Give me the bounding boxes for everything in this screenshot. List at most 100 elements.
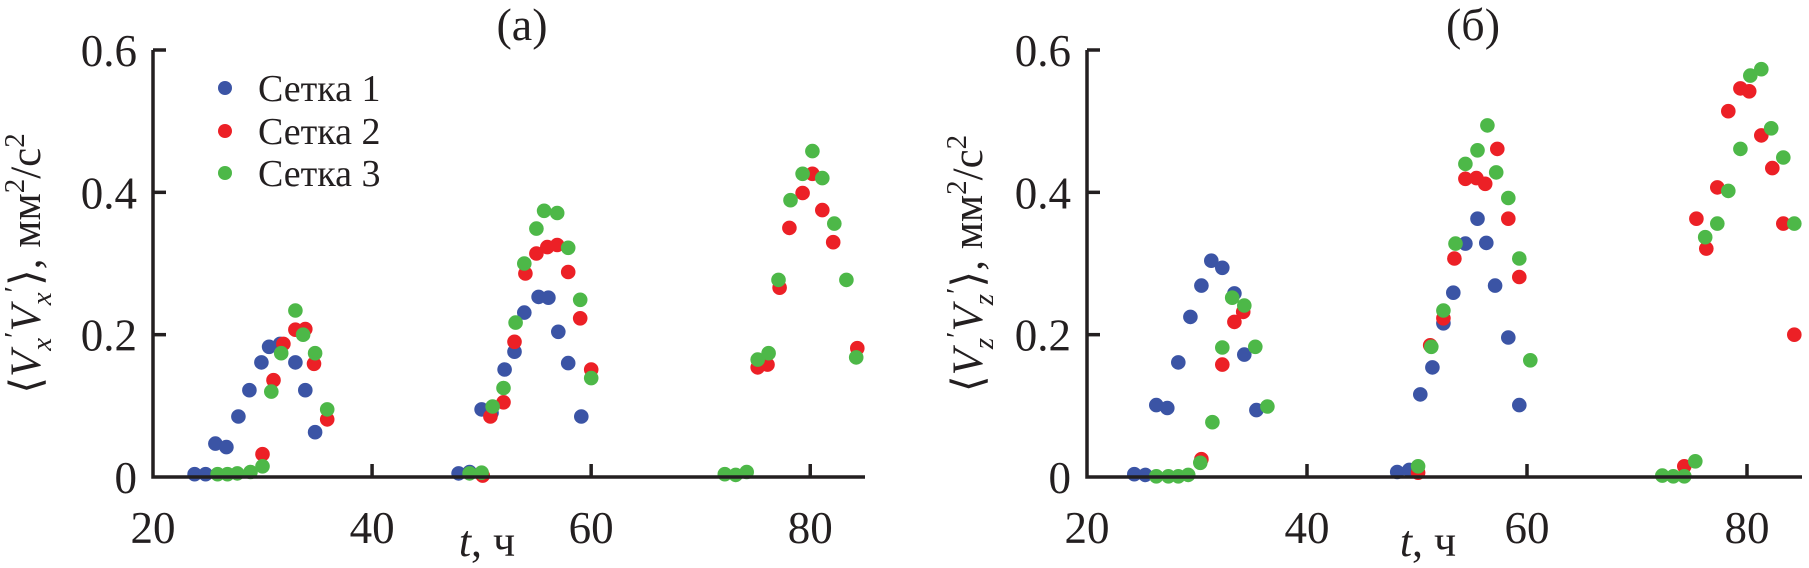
data-point [1710,180,1725,195]
data-point [1721,103,1736,119]
data-point [1721,183,1736,199]
data-point [1180,467,1196,483]
data-point [815,170,830,186]
x-tick-label: 60 [1505,503,1550,553]
data-point [761,345,776,361]
data-point [1183,309,1198,325]
data-point [1733,141,1748,157]
data-point [497,362,512,377]
axis-label-segment: V [3,300,50,331]
axis-label-segment: , ч [471,517,515,566]
axis-label-segment: ′ [0,286,31,292]
data-point [298,382,313,398]
data-point [1424,339,1439,355]
axis-label-segment: ⟩, мм [945,195,992,288]
axis-label-segment: x [26,338,58,352]
data-point [1741,84,1757,99]
x-tick-label: 20 [1065,503,1110,553]
data-point [1501,211,1516,226]
data-point [541,290,556,306]
x-tick-label: 40 [350,503,395,553]
y-tick-label: 0.2 [81,311,137,361]
data-point [1776,150,1791,165]
data-point [1689,211,1704,226]
data-point [288,303,303,318]
series-points-1 [187,289,589,482]
data-point [1512,397,1527,413]
data-point [839,272,854,288]
data-point [231,409,246,424]
data-point [827,216,842,231]
data-point [529,221,544,236]
data-point [1470,211,1485,226]
data-point [1215,260,1230,276]
data-point [1446,285,1461,301]
data-point [517,305,532,320]
data-point [529,246,544,261]
axis-label-segment: ⟩, мм [3,193,50,286]
data-point [1458,171,1473,187]
data-point [1458,156,1473,172]
data-point [1697,229,1713,245]
data-point [560,240,576,256]
axis-label-segment: , ч [1412,517,1456,566]
data-point [254,355,269,370]
data-point [815,202,830,218]
series-points-3 [1149,61,1802,484]
data-point [1765,160,1780,176]
axis-label-segment: z [968,294,1000,306]
data-point [261,339,277,355]
axis-label-segment: ⟨ [3,377,50,394]
data-point [825,234,841,250]
x-tick-label: 80 [788,503,833,553]
data-point [1224,290,1240,306]
data-point [1204,253,1219,268]
data-point [782,220,797,236]
data-point [574,409,589,424]
data-point [572,292,588,308]
axis-label-segment: V [3,346,50,377]
data-point [242,382,257,398]
axis-label-segment: /с [3,148,50,179]
tick-marks [153,48,812,477]
data-point [1205,414,1220,430]
data-point [848,350,864,365]
data-point [1470,143,1485,158]
data-point [319,402,335,417]
data-point [1477,176,1493,192]
y-tick-label: 0.4 [1015,168,1071,218]
y-tick-label: 0.2 [1015,311,1071,361]
data-point [1487,278,1503,293]
data-point [485,399,500,414]
axis-label-segment: 2 [0,133,31,148]
legend-label: Сетка 1 [258,68,381,110]
data-point [1448,236,1463,251]
data-point [1160,400,1175,416]
axis-label-segment: V [945,344,992,375]
data-point [496,380,511,396]
y-tick-label: 0.6 [81,26,137,76]
data-point [771,272,786,288]
data-point [219,439,234,455]
data-point [1763,121,1779,136]
data-point [1512,251,1527,266]
legend-marker [218,81,232,95]
tick-marks [1087,48,1749,477]
data-point [1490,141,1505,157]
data-point [560,355,576,371]
panel-title: (б) [1446,0,1500,50]
data-point [1776,216,1791,231]
data-point [288,355,303,370]
data-point [264,384,279,399]
data-point [1710,216,1725,231]
data-point [1523,353,1538,368]
data-point [1248,339,1263,355]
data-point [805,143,820,159]
y-axis-label: ⟨Vx′Vx′⟩, мм2/с2 [0,133,58,394]
series-points-3 [210,143,864,483]
data-point [319,412,335,427]
axes-spines [1085,50,1802,479]
data-point [1479,235,1494,251]
